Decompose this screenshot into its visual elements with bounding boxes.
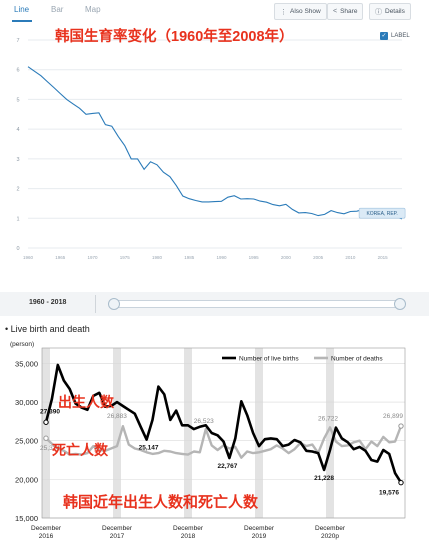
tab-map[interactable]: Map: [85, 5, 101, 14]
x-tick-year: 2019: [252, 533, 267, 540]
y-tick-label: 2: [16, 187, 19, 193]
x-tick-label: 1985: [184, 255, 195, 260]
label-toggle[interactable]: ✓ LABEL: [380, 32, 410, 40]
x-tick-month: December: [244, 525, 275, 532]
share-icon: <: [333, 8, 338, 15]
data-label: 26,883: [107, 413, 127, 420]
data-label: 19,576: [379, 490, 399, 497]
annotation-births: 出生人数: [58, 394, 115, 411]
x-tick-label: 2000: [281, 255, 292, 260]
label-toggle-text: LABEL: [391, 33, 410, 39]
x-tick-year: 2018: [181, 533, 196, 540]
also-show-button[interactable]: ⋮ Also Show: [274, 3, 327, 20]
x-tick-month: December: [31, 525, 62, 532]
y-tick-label: 15,000: [15, 514, 38, 523]
deaths-line: [45, 424, 403, 459]
birth-death-title-text: Live birth and death: [10, 324, 90, 334]
year-range-bar: 1960 - 2018: [0, 292, 429, 316]
y-axis-label: (person): [10, 341, 34, 348]
births-marker: [43, 419, 49, 425]
fertility-chart: 0 1 2 3 4 5 6 7 1960 1965 1970 1975 1980 1985 1990 1995…: [16, 38, 406, 260]
y-tick-label: 30,000: [15, 398, 38, 407]
births-line: [44, 363, 403, 484]
data-label: 26,523: [194, 418, 214, 425]
birth-death-chart-title: • Live birth and death: [5, 324, 90, 334]
range-slider[interactable]: [108, 298, 406, 310]
tab-line[interactable]: Line: [14, 5, 30, 14]
y-tick-label: 1: [16, 216, 19, 222]
range-start-handle[interactable]: [108, 298, 120, 310]
annotation-caption: 韩国近年出生人数和死亡人数: [63, 493, 259, 511]
x-tick-label: 1965: [55, 255, 66, 260]
series-end-label-box: [358, 207, 406, 219]
data-label: 21,228: [314, 475, 334, 482]
x-tick-month: December: [173, 525, 204, 532]
y-tick-label: 5: [16, 97, 19, 103]
december-band: [42, 348, 50, 518]
y-tick-label: 6: [16, 68, 19, 74]
x-tick-month: December: [102, 525, 133, 532]
x-tick-label: 1960: [23, 255, 34, 260]
checkbox-icon: ✓: [380, 32, 388, 40]
chart-type-tabs: Line Bar Map: [0, 0, 140, 24]
december-band: [326, 348, 334, 518]
details-label: Details: [385, 8, 405, 15]
active-tab-indicator: [12, 20, 32, 22]
deaths-marker: [43, 435, 49, 441]
overlay-title: 韩国生育率变化（1960年至2008年）: [55, 29, 294, 45]
y-tick-label: 4: [16, 127, 19, 133]
y-tick-label: 0: [16, 246, 19, 252]
y-tick-label: 20,000: [15, 475, 38, 484]
also-show-label: Also Show: [290, 8, 321, 15]
range-end-handle[interactable]: [394, 298, 406, 310]
x-tick-month: December: [315, 525, 346, 532]
data-label: 26,722: [318, 415, 338, 422]
tab-bar[interactable]: Bar: [51, 5, 64, 14]
legend-label-births: Number of live births: [239, 356, 299, 363]
fertility-line: [27, 66, 403, 220]
x-tick-label: 1975: [120, 255, 131, 260]
info-icon: ⓘ: [375, 8, 382, 16]
december-band: [113, 348, 121, 518]
more-vertical-icon: ⋮: [280, 8, 287, 16]
details-button[interactable]: ⓘ Details: [369, 3, 411, 20]
x-tick-label: 2015: [378, 255, 389, 260]
deaths-marker: [398, 423, 404, 429]
births-marker: [398, 479, 404, 486]
data-label: 22,767: [217, 463, 237, 470]
december-band: [255, 348, 263, 518]
share-button[interactable]: < Share: [327, 3, 364, 20]
data-label: 25,324: [40, 445, 60, 452]
series-end-label: KOREA, REP.: [366, 211, 397, 217]
x-tick-label: 1995: [249, 255, 260, 260]
data-label: 26,899: [383, 413, 403, 420]
range-divider: [95, 295, 96, 313]
annotation-deaths: 死亡人数: [51, 442, 109, 459]
range-label: 1960 - 2018: [29, 299, 67, 306]
x-tick-label: 2010: [345, 255, 356, 260]
plot-frame: [41, 347, 406, 519]
x-tick-label: 2005: [313, 255, 324, 260]
data-label: 27,390: [40, 408, 60, 415]
fertility-panel: Line Bar Map ⋮ Also Show < Share ⓘ Detai…: [0, 0, 429, 316]
y-tick-label: 25,000: [15, 437, 38, 446]
x-tick-year: 2017: [110, 533, 125, 540]
december-band: [184, 348, 192, 518]
birth-death-chart: (person) 15,000 20,000 25,000 30,000 35,000 De…: [10, 341, 406, 540]
x-tick-year: 2020p: [321, 533, 339, 540]
x-tick-year: 2016: [39, 533, 54, 540]
x-tick-label: 1990: [216, 255, 227, 260]
y-tick-label: 7: [16, 38, 19, 44]
x-tick-label: 1980: [152, 255, 163, 260]
y-tick-label: 3: [16, 157, 19, 163]
data-label: 25,147: [139, 445, 159, 452]
legend-label-deaths: Number of deaths: [331, 356, 383, 363]
y-tick-label: 35,000: [15, 359, 38, 368]
x-tick-label: 1970: [87, 255, 98, 260]
share-label: Share: [340, 8, 358, 15]
